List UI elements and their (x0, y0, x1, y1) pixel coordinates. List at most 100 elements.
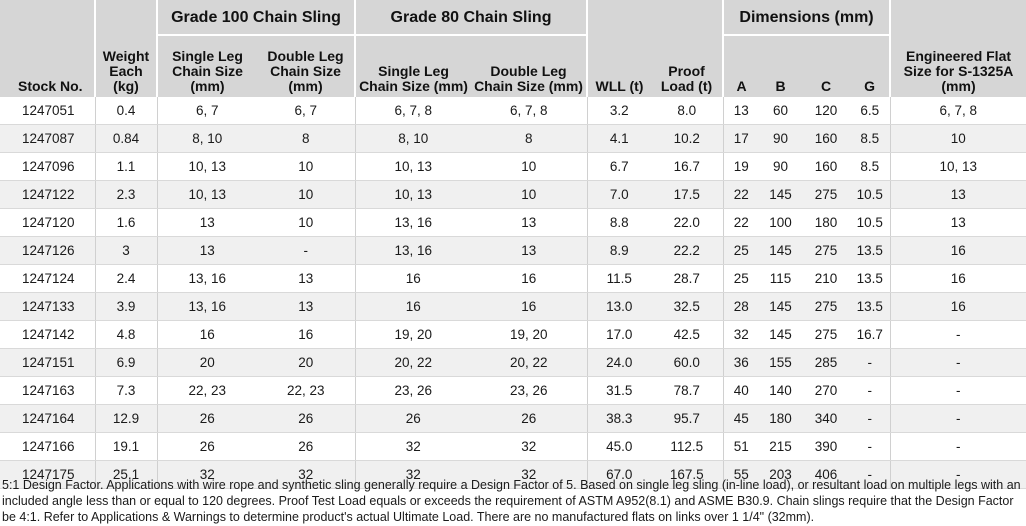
cell-proof-load: 8.0 (651, 97, 724, 125)
cell-weight: 2.4 (94, 264, 157, 293)
cell-g100-single: 10, 13 (156, 180, 257, 209)
cell-stock-no: 1247175 (0, 460, 95, 489)
cell-flat-size: 13 (889, 180, 1026, 209)
cell-flat-size: 10 (889, 124, 1026, 153)
cell-dim-c: 406 (802, 460, 851, 489)
cell-dim-b: 155 (759, 348, 803, 377)
cell-weight: 4.8 (94, 320, 157, 349)
cell-dim-c: 160 (802, 124, 851, 153)
header-grade-100: Grade 100 Chain Sling (155, 0, 356, 35)
cell-g100-single: 26 (156, 432, 257, 461)
cell-weight: 3.9 (94, 292, 157, 321)
cell-g100-double: 8 (257, 124, 356, 153)
cell-dim-c: 275 (802, 180, 851, 209)
cell-flat-size: 16 (889, 236, 1026, 265)
cell-g80-double: 13 (471, 236, 588, 265)
header-g100-single-leg: Single Leg Chain Size (mm) (156, 34, 257, 97)
cell-dim-b: 215 (759, 432, 803, 461)
cell-wll: 24.0 (586, 348, 652, 377)
cell-weight: 1.6 (94, 208, 157, 237)
cell-dim-g: - (850, 376, 891, 405)
cell-dim-b: 140 (759, 376, 803, 405)
cell-weight: 12.9 (94, 404, 157, 433)
cell-g100-double: 10 (257, 152, 356, 181)
cell-g100-single: 26 (156, 404, 257, 433)
cell-g80-single: 8, 10 (354, 124, 472, 153)
table-row: 1247151 6.9 20 20 20, 22 20, 22 24.0 60.0 36 155 2… (0, 348, 1026, 377)
cell-wll: 45.0 (586, 432, 652, 461)
table-row: 1247051 0.4 6, 7 6, 7 6, 7, 8 6, 7, 8 3.2 8.0 13… (0, 97, 1026, 125)
footnote: 5:1 Design Factor. Applications with wir… (2, 478, 1021, 524)
cell-g80-single: 32 (354, 432, 472, 461)
cell-dim-c: 120 (802, 97, 851, 125)
cell-weight: 7.3 (94, 376, 157, 405)
cell-dim-a: 45 (722, 404, 760, 433)
table-row: 1247166 19.1 26 26 32 32 45.0 112.5 51 215 390- - (0, 432, 1026, 461)
table-row: 1247142 4.8 16 16 19, 20 19, 20 17.0 42.5 32 145 2… (0, 320, 1026, 349)
table-row: 1247122 2.3 10, 13 10 10, 13 10 7.0 17.5 22 145 27… (0, 180, 1026, 209)
table-header: Stock No. Weight Each (kg) Grade 100 Cha… (0, 0, 1026, 97)
cell-g100-single: 20 (156, 348, 257, 377)
cell-dim-b: 203 (759, 460, 803, 489)
cell-g100-double: - (257, 236, 356, 265)
cell-weight: 25.1 (94, 460, 157, 489)
cell-g100-single: 13 (156, 236, 257, 265)
cell-dim-g: 13.5 (850, 236, 891, 265)
cell-g100-single: 10, 13 (156, 152, 257, 181)
cell-g80-double: 32 (471, 432, 588, 461)
cell-dim-g: - (850, 404, 891, 433)
cell-dim-a: 19 (722, 152, 760, 181)
cell-g80-single: 26 (354, 404, 472, 433)
header-g100-double-leg: Double Leg Chain Size (mm) (257, 34, 356, 97)
cell-dim-c: 275 (802, 292, 851, 321)
cell-weight: 0.4 (94, 97, 157, 125)
header-flat-size: Engineered Flat Size for S-1325A (mm) (889, 0, 1026, 97)
cell-dim-b: 90 (759, 152, 803, 181)
cell-g100-double: 32 (257, 460, 356, 489)
cell-dim-b: 90 (759, 124, 803, 153)
cell-dim-g: 8.5 (850, 124, 891, 153)
cell-stock-no: 1247122 (0, 180, 95, 209)
cell-dim-c: 180 (802, 208, 851, 237)
table-row: 1247096 1.1 10, 13 10 10, 13 10 6.7 16.7 19 90 160… (0, 152, 1026, 181)
cell-g100-double: 13 (257, 292, 356, 321)
cell-g100-single: 22, 23 (156, 376, 257, 405)
cell-proof-load: 78.7 (651, 376, 724, 405)
cell-g80-double: 20, 22 (471, 348, 588, 377)
cell-dim-b: 100 (759, 208, 803, 237)
cell-g80-single: 20, 22 (354, 348, 472, 377)
header-wll: WLL (t) (586, 0, 652, 97)
cell-g100-single: 8, 10 (156, 124, 257, 153)
cell-wll: 8.8 (586, 208, 652, 237)
cell-dim-g: 10.5 (850, 180, 891, 209)
table-row: 1247124 2.4 13, 16 13 16 16 11.5 28.7 25 115 210 13… (0, 264, 1026, 293)
cell-proof-load: 22.0 (651, 208, 724, 237)
cell-dim-a: 40 (722, 376, 760, 405)
cell-dim-c: 275 (802, 236, 851, 265)
cell-flat-size: 16 (889, 264, 1026, 293)
cell-flat-size: - (889, 348, 1026, 377)
cell-wll: 7.0 (586, 180, 652, 209)
cell-stock-no: 1247096 (0, 152, 95, 181)
cell-proof-load: 95.7 (651, 404, 724, 433)
cell-dim-g: 13.5 (850, 292, 891, 321)
cell-wll: 6.7 (586, 152, 652, 181)
cell-stock-no: 1247164 (0, 404, 95, 433)
cell-g80-double: 32 (471, 460, 588, 489)
cell-g100-single: 32 (156, 460, 257, 489)
cell-g80-double: 16 (471, 292, 588, 321)
cell-dim-g: - (850, 432, 891, 461)
cell-wll: 13.0 (586, 292, 652, 321)
cell-g80-double: 16 (471, 264, 588, 293)
cell-g100-double: 13 (257, 264, 356, 293)
table-row: 1247133 3.9 13, 16 13 16 16 13.0 32.5 28 145 275 13… (0, 292, 1026, 321)
header-grade-80: Grade 80 Chain Sling (354, 0, 588, 35)
cell-g80-single: 13, 16 (354, 208, 472, 237)
cell-g100-single: 13, 16 (156, 264, 257, 293)
header-g80-double-leg: Double Leg Chain Size (mm) (471, 34, 588, 97)
cell-proof-load: 42.5 (651, 320, 724, 349)
cell-weight: 1.1 (94, 152, 157, 181)
cell-dim-g: - (850, 348, 891, 377)
cell-dim-g: 16.7 (850, 320, 891, 349)
header-stock-no: Stock No. (0, 0, 95, 97)
